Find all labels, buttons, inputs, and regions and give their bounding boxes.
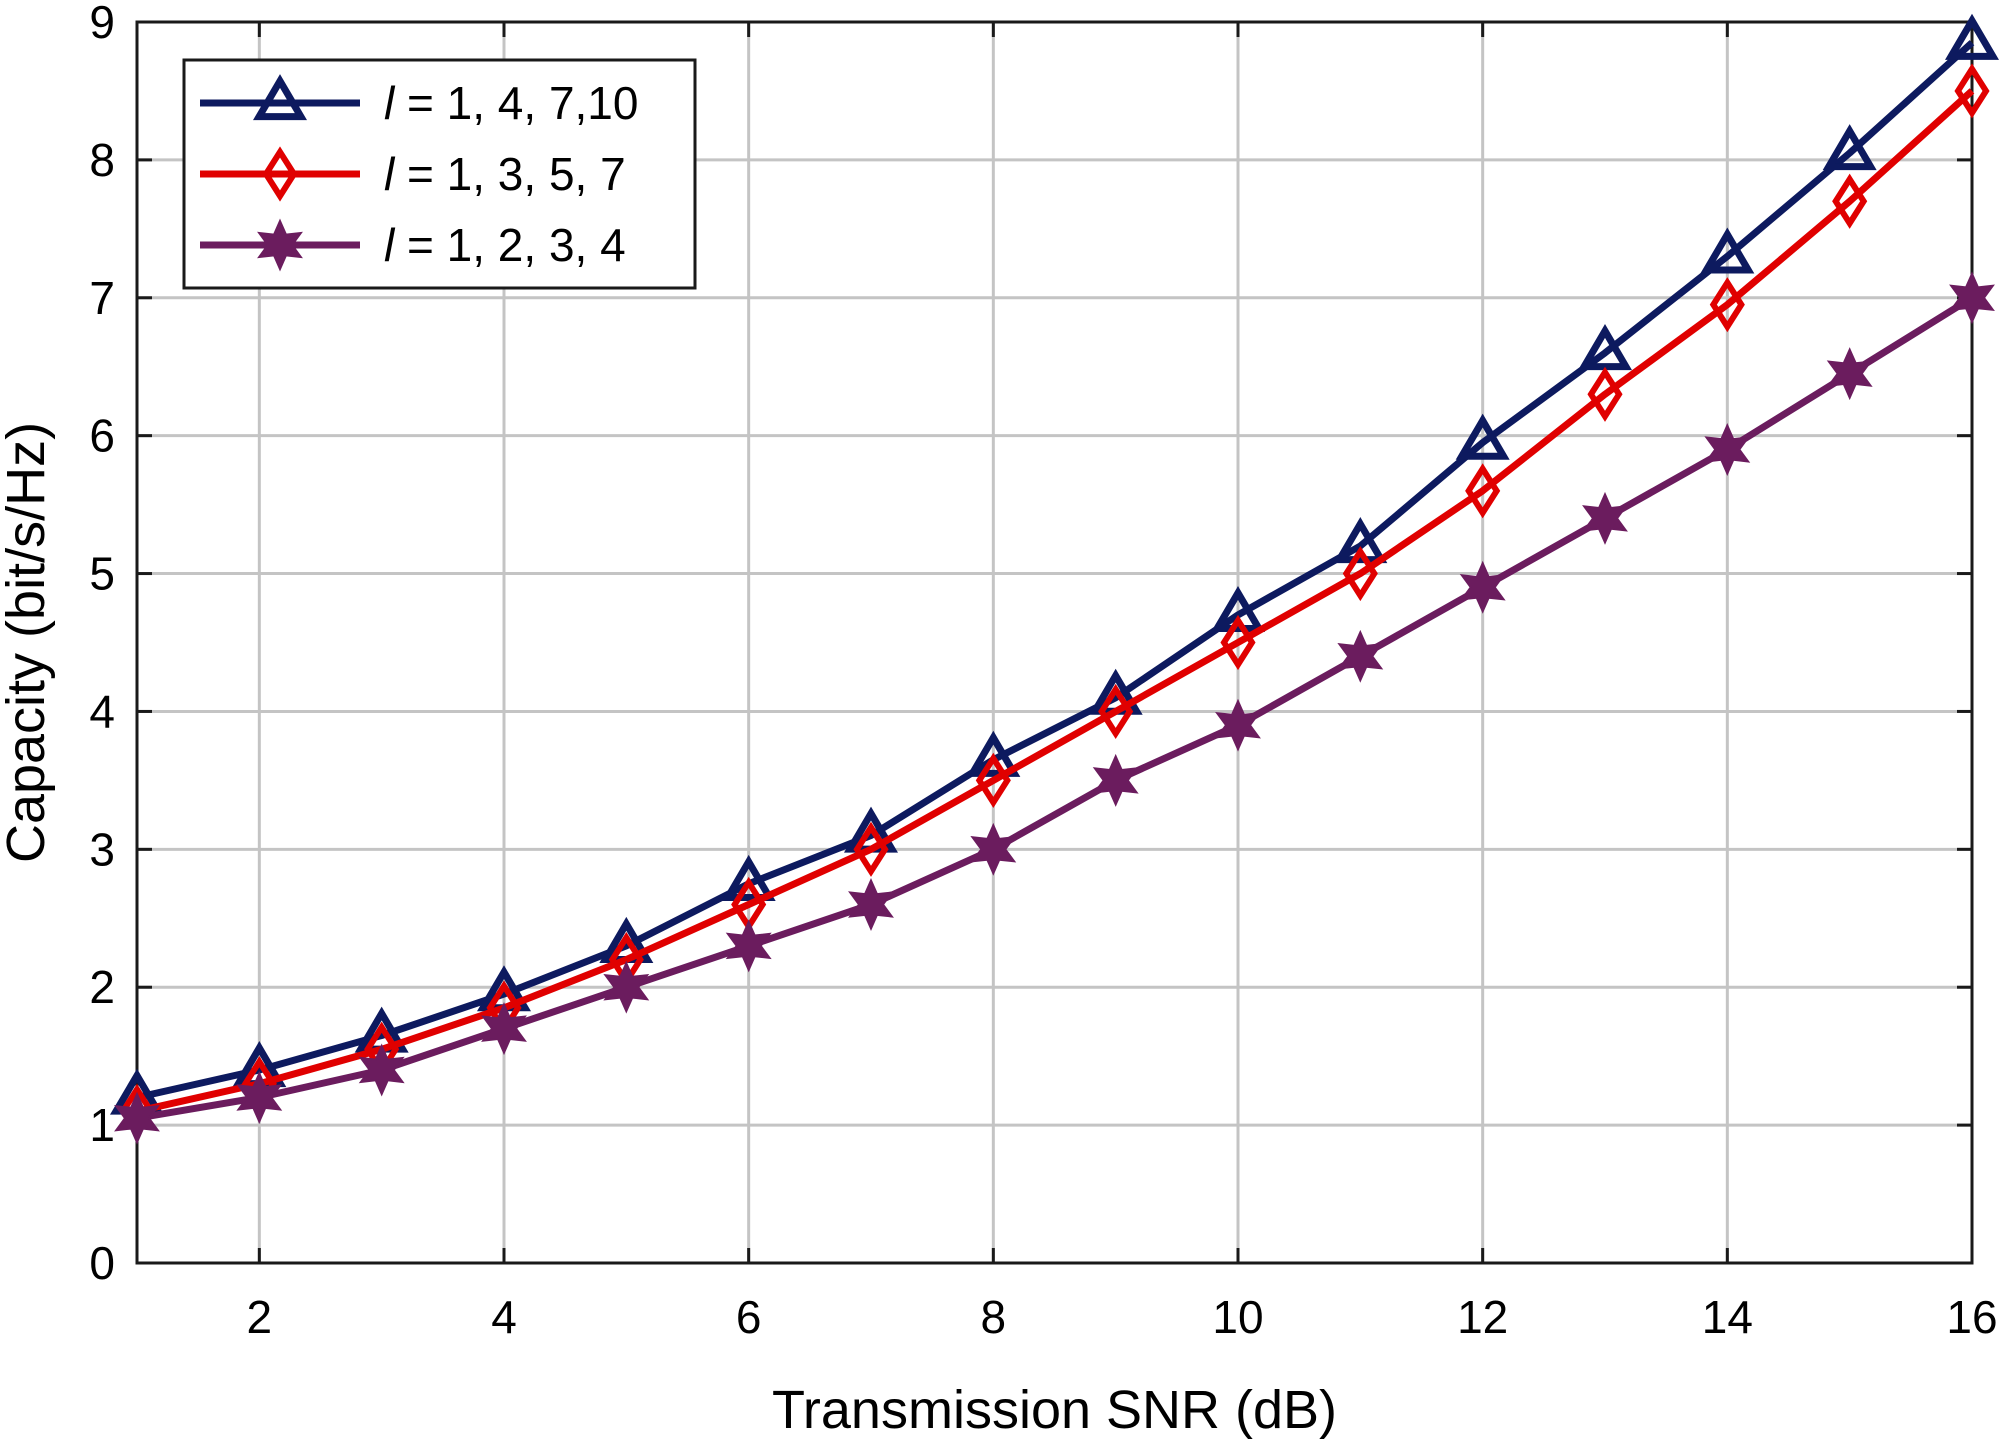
y-tick-label-0: 0: [89, 1237, 115, 1289]
x-tick-label-2: 2: [247, 1291, 273, 1343]
y-tick-label-2: 2: [89, 961, 115, 1013]
series-1-point-6: [721, 854, 776, 901]
series-1-point-12: [1455, 413, 1510, 460]
series-2-point-16: [1954, 63, 1990, 119]
series-2-point-15: [1832, 173, 1868, 229]
series-1: [109, 13, 2000, 1115]
series-3-point-7: [848, 878, 894, 931]
series-3-point-8: [970, 822, 1017, 876]
series-3-point-2: [236, 1071, 283, 1124]
legend-label-values-1: = 1, 4, 7,10: [394, 77, 638, 129]
series-3-point-15: [1826, 347, 1873, 401]
series-1-point-14: [1700, 227, 1755, 274]
series-2-point-14: [1709, 277, 1745, 333]
series-3-point-14: [1704, 423, 1751, 476]
series-1-point-16: [1944, 13, 2000, 60]
series-3-point-1: [114, 1091, 160, 1145]
legend-swatch-marker-2: [262, 146, 298, 202]
series-3-point-16: [1949, 271, 1995, 325]
y-tick-label-5: 5: [89, 548, 115, 600]
series-2-point-10: [1220, 614, 1256, 671]
series-3-point-5: [603, 960, 650, 1014]
x-tick-label-12: 12: [1457, 1291, 1508, 1343]
y-tick-label-7: 7: [89, 272, 115, 324]
x-axis-title: Transmission SNR (dB): [772, 1380, 1337, 1440]
plot-frame: [135, 20, 1974, 1265]
legend: l = 1, 4, 7,10l = 1, 3, 5, 7l = 1, 2, 3,…: [182, 58, 697, 290]
series-2-point-9: [1098, 683, 1134, 740]
x-tick-label-8: 8: [981, 1291, 1007, 1343]
legend-label-var-2: l: [384, 148, 396, 200]
legend-label-values-3: = 1, 2, 3, 4: [394, 219, 625, 271]
y-tick-label-4: 4: [89, 685, 115, 737]
x-tick-label-14: 14: [1702, 1291, 1753, 1343]
series-2-point-7: [853, 821, 889, 877]
series-3-point-6: [725, 919, 772, 973]
y-tick-label-8: 8: [89, 134, 115, 186]
series-3-point-13: [1582, 491, 1628, 545]
series-1-line: [136, 40, 1975, 1101]
series-2-point-12: [1465, 463, 1501, 519]
y-tick-label-1: 1: [89, 1099, 115, 1151]
series-2-point-11: [1342, 545, 1378, 602]
series-layer: [109, 13, 2000, 1145]
legend-entry-2: l = 1, 3, 5, 7: [200, 146, 626, 202]
y-axis-title: Capacity (bit/s/Hz): [0, 422, 56, 863]
series-3-point-4: [481, 1002, 527, 1056]
series-3-point-11: [1337, 629, 1384, 683]
series-2-point-13: [1587, 366, 1623, 422]
legend-swatch-marker-1: [252, 74, 308, 121]
series-1-point-13: [1577, 324, 1633, 371]
series-3-line: [136, 294, 1974, 1122]
x-tick-label-4: 4: [491, 1291, 517, 1343]
series-3-point-3: [358, 1043, 405, 1097]
legend-swatch-marker-3: [257, 218, 303, 272]
legend-label-values-2: = 1, 3, 5, 7: [394, 148, 625, 200]
series-1-point-10: [1210, 586, 1266, 633]
x-tick-label-16: 16: [1946, 1291, 1997, 1343]
x-tick-label-6: 6: [736, 1291, 762, 1343]
series-2-line: [136, 88, 1975, 1115]
legend-label-3: l = 1, 2, 3, 4: [384, 219, 626, 271]
y-tick-label-9: 9: [89, 0, 115, 48]
x-tick-label-10: 10: [1212, 1291, 1263, 1343]
y-tick-label-6: 6: [89, 410, 115, 462]
legend-label-2: l = 1, 3, 5, 7: [384, 148, 626, 200]
legend-entry-1: l = 1, 4, 7,10: [200, 74, 638, 129]
series-2-point-8: [975, 752, 1011, 808]
series-2: [119, 63, 1990, 1139]
y-tick-label-3: 3: [89, 823, 115, 875]
series-1-point-15: [1822, 124, 1877, 171]
series-1-point-8: [966, 730, 1021, 777]
series-3-point-12: [1459, 560, 1506, 614]
legend-entry-3: l = 1, 2, 3, 4: [200, 218, 626, 272]
series-1-point-11: [1333, 517, 1388, 564]
series-3-point-9: [1092, 753, 1139, 807]
series-3-point-10: [1215, 698, 1261, 752]
legend-label-var-1: l: [384, 77, 396, 129]
legend-label-1: l = 1, 4, 7,10: [384, 77, 638, 129]
legend-label-var-3: l: [384, 219, 396, 271]
series-3: [114, 271, 1995, 1145]
